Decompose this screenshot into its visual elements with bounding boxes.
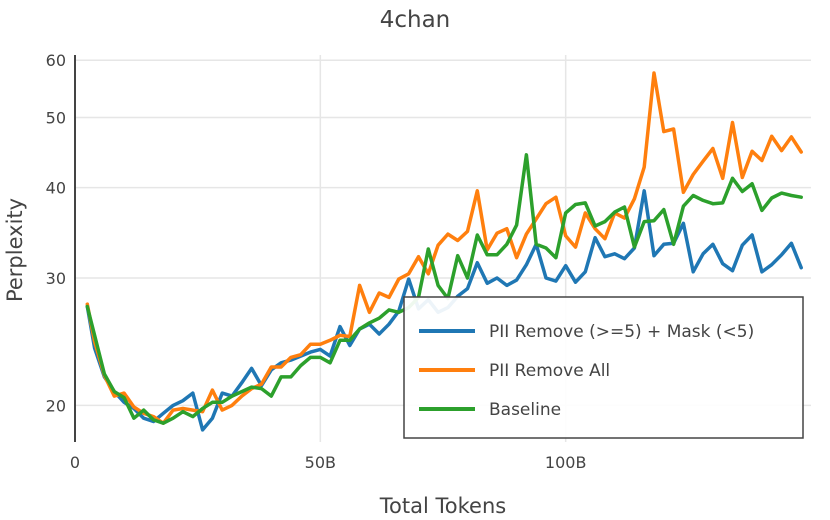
- y-tick-label: 40: [46, 179, 66, 198]
- y-tick-label: 30: [46, 269, 66, 288]
- y-tick-label: 20: [46, 396, 66, 415]
- tick-labels: 0 50B 100B 20 30 40 50 60: [46, 51, 587, 472]
- legend-label-pii-remove-mask: PII Remove (>=5) + Mask (<5): [489, 322, 754, 342]
- chart-title: 4chan: [380, 7, 451, 33]
- legend-box: [403, 296, 804, 439]
- legend: PII Remove (>=5) + Mask (<5) PII Remove …: [403, 296, 804, 439]
- x-axis-title: Total Tokens: [379, 494, 506, 518]
- y-tick-label: 50: [46, 108, 66, 127]
- x-tick-label: 50B: [305, 453, 336, 472]
- x-tick-label: 100B: [545, 453, 587, 472]
- series-line-2: [85, 153, 803, 425]
- y-tick-label: 60: [46, 51, 66, 70]
- y-axis-title: Perplexity: [3, 198, 27, 302]
- legend-label-baseline: Baseline: [489, 400, 561, 420]
- x-tick-label: 0: [70, 453, 80, 472]
- legend-label-pii-remove-all: PII Remove All: [489, 361, 610, 381]
